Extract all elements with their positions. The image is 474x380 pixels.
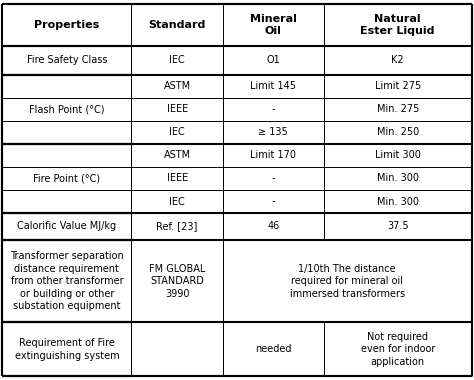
Text: Min. 300: Min. 300 [377,174,419,184]
Text: IEEE: IEEE [166,105,188,114]
Text: Transformer separation
distance requirement
from other transformer
or building o: Transformer separation distance requirem… [10,252,124,311]
Text: Properties: Properties [34,20,100,30]
Text: Min. 275: Min. 275 [376,105,419,114]
Text: Mineral
Oil: Mineral Oil [250,14,297,36]
Text: IEC: IEC [169,55,185,65]
Text: O1: O1 [266,55,280,65]
Text: K2: K2 [392,55,404,65]
Text: -: - [272,196,275,206]
Text: Fire Safety Class: Fire Safety Class [27,55,107,65]
Text: 1/10th The distance
required for mineral oil
immersed transformers: 1/10th The distance required for mineral… [290,264,405,299]
Text: IEC: IEC [169,127,185,138]
Text: 37.5: 37.5 [387,222,409,231]
Text: Not required
even for indoor
application: Not required even for indoor application [361,332,435,367]
Text: Natural
Ester Liquid: Natural Ester Liquid [360,14,435,36]
Text: Requirement of Fire
extinguishing system: Requirement of Fire extinguishing system [15,338,119,361]
Text: 46: 46 [267,222,280,231]
Text: Limit 300: Limit 300 [375,150,420,160]
Text: -: - [272,105,275,114]
Text: Flash Point (°C): Flash Point (°C) [29,105,105,114]
Text: Fire Point (°C): Fire Point (°C) [33,174,100,184]
Text: Limit 170: Limit 170 [250,150,296,160]
Text: Calorific Value MJ/kg: Calorific Value MJ/kg [18,222,117,231]
Text: Limit 145: Limit 145 [250,81,296,91]
Text: -: - [272,174,275,184]
Text: IEC: IEC [169,196,185,206]
Text: Min. 300: Min. 300 [377,196,419,206]
Text: ASTM: ASTM [164,81,191,91]
Text: Min. 250: Min. 250 [377,127,419,138]
Text: ASTM: ASTM [164,150,191,160]
Text: needed: needed [255,344,292,354]
Text: Standard: Standard [148,20,206,30]
Text: FM GLOBAL
STANDARD
3990: FM GLOBAL STANDARD 3990 [149,264,205,299]
Text: Ref. [23]: Ref. [23] [156,222,198,231]
Text: IEEE: IEEE [166,174,188,184]
Text: ≥ 135: ≥ 135 [258,127,288,138]
Text: Limit 275: Limit 275 [374,81,421,91]
